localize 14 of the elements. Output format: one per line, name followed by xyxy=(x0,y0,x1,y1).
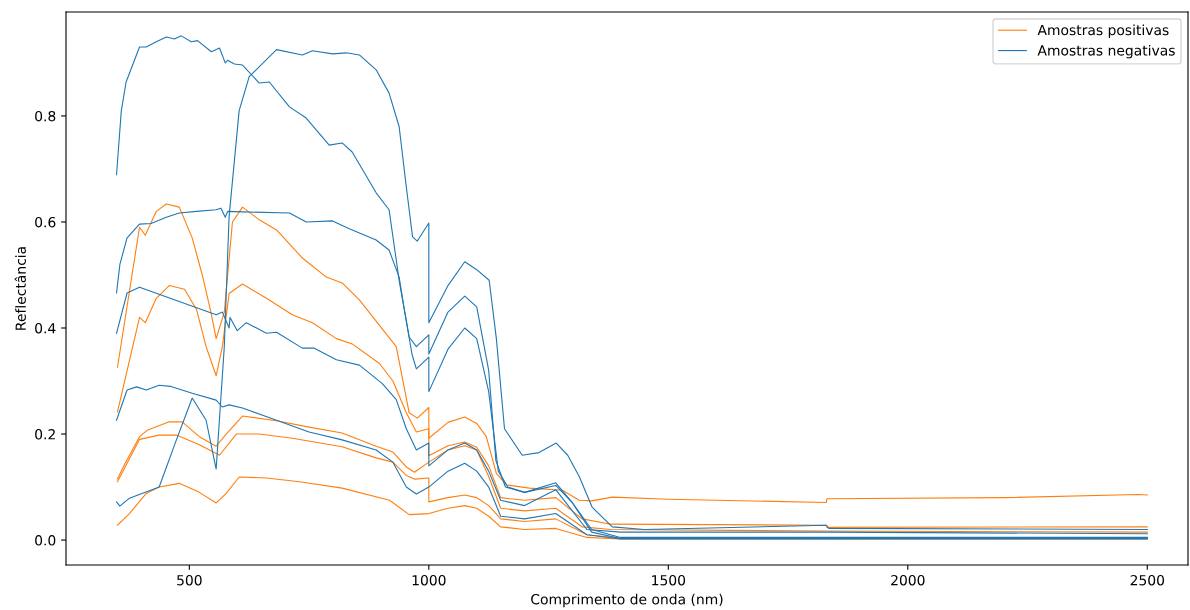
y-tick-label: 0.4 xyxy=(35,322,56,334)
x-tick-label: 500 xyxy=(177,574,202,586)
x-axis-title: Comprimento de onda (nm) xyxy=(531,593,723,608)
legend-label: Amostras negativas xyxy=(1037,44,1175,59)
y-tick-label: 0.8 xyxy=(35,110,56,122)
x-tick-label: 2500 xyxy=(1130,574,1165,586)
y-tick-label: 0.0 xyxy=(35,535,56,546)
legend-label: Amostras positivas xyxy=(1037,24,1169,38)
y-axis-title: Reflectância xyxy=(14,247,26,330)
x-tick-label: 1000 xyxy=(412,574,446,586)
x-tick-label: 2000 xyxy=(891,574,925,586)
y-tick-label: 0.2 xyxy=(35,429,55,440)
x-tick-label: 1500 xyxy=(652,574,686,586)
y-tick-label: 0.6 xyxy=(35,216,56,228)
